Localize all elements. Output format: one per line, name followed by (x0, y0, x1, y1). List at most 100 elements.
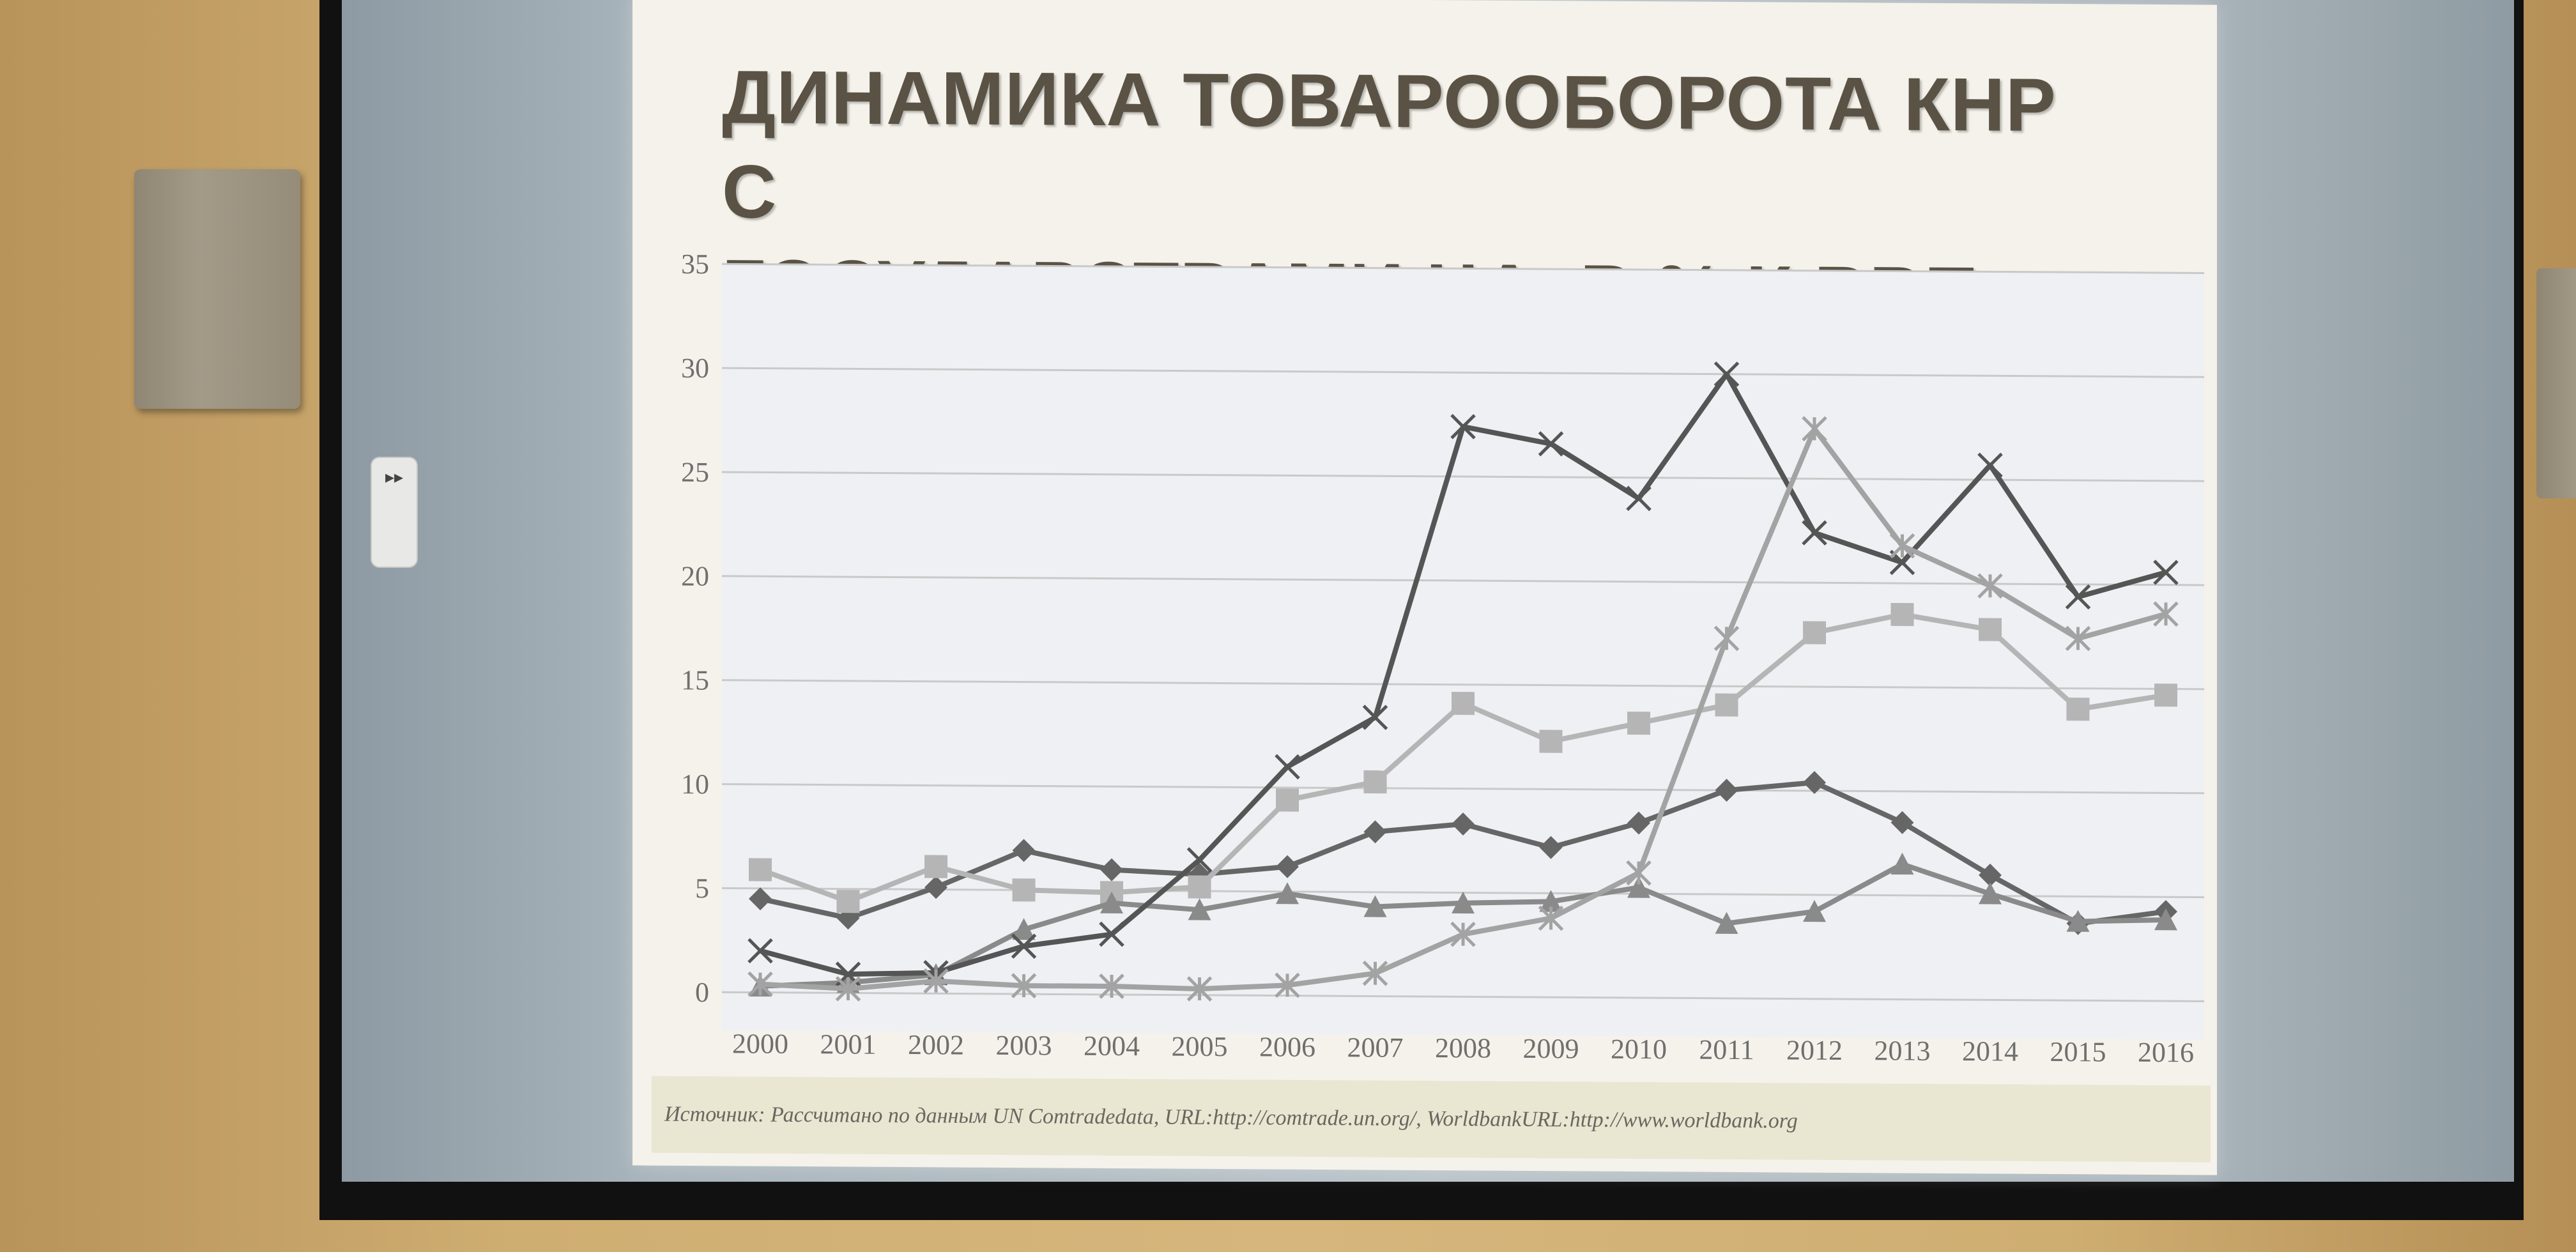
data-point-1-2011 (1715, 779, 1738, 802)
data-point-3-2007 (1363, 895, 1387, 917)
data-point-2-2014 (1979, 618, 2002, 641)
data-point-3-2011 (1715, 912, 1738, 934)
data-point-3-2012 (1803, 899, 1826, 922)
x-tick-label-2009: 2009 (1523, 1033, 1579, 1065)
data-point-4-2007 (1362, 705, 1388, 730)
data-point-3-2009 (1539, 890, 1563, 912)
gridline-10 (722, 783, 2204, 795)
x-tick-label-2013: 2013 (1874, 1035, 1931, 1067)
data-point-4-2015 (2065, 584, 2091, 610)
data-point-2-2010 (1627, 711, 1650, 735)
x-axis-ticks: 2000 2001 2002 2003 2004 2005 2006 2007 2008 2009… (732, 1028, 2194, 1068)
y-tick-label-25: 25 (681, 457, 709, 488)
y-tick-label-5: 5 (695, 873, 709, 904)
data-point-1-2003 (1012, 839, 1036, 862)
data-point-4-2006 (1275, 754, 1300, 780)
x-tick-label-2015: 2015 (2050, 1036, 2106, 1068)
data-point-5-2007 (1362, 960, 1388, 986)
data-point-1-2006 (1276, 855, 1299, 878)
fast-forward-icon: ▸▸ (385, 467, 404, 487)
data-point-2-2000 (749, 858, 772, 882)
data-point-4-2005 (1186, 847, 1213, 873)
x-tick-label-2014: 2014 (1962, 1035, 2018, 1067)
x-tick-label-2004: 2004 (1084, 1030, 1140, 1062)
data-point-3-2008 (1452, 891, 1475, 914)
data-point-5-2016 (2153, 601, 2179, 627)
x-tick-label-2008: 2008 (1435, 1032, 1491, 1064)
y-tick-label-15: 15 (681, 664, 709, 696)
series-5 (747, 416, 2179, 1002)
data-point-5-2000 (747, 971, 773, 997)
gridline-15 (722, 679, 2204, 691)
data-point-5-2008 (1450, 921, 1476, 947)
data-point-3-2005 (1188, 898, 1211, 920)
data-point-4-2000 (747, 938, 773, 964)
data-point-3-2016 (2154, 908, 2177, 931)
gridline-25 (722, 471, 2204, 482)
data-point-5-2004 (1099, 973, 1124, 999)
data-point-5-2009 (1538, 905, 1564, 931)
data-point-2-2006 (1276, 788, 1299, 812)
data-point-5-2010 (1626, 860, 1652, 886)
series-lines (747, 361, 2179, 1002)
y-tick-label-30: 30 (681, 353, 709, 384)
gridline-30 (722, 367, 2204, 378)
data-point-2-2007 (1363, 770, 1387, 794)
y-tick-label-35: 35 (681, 248, 709, 280)
x-tick-label-2012: 2012 (1786, 1034, 1843, 1066)
data-point-5-2006 (1275, 972, 1300, 998)
data-point-2-2016 (2154, 683, 2177, 707)
grid-lines (722, 263, 2204, 1002)
data-point-3-2013 (1890, 852, 1914, 875)
data-point-5-2011 (1713, 625, 1740, 652)
gridline-35 (722, 263, 2204, 274)
data-point-1-2002 (924, 876, 947, 899)
data-point-3-2015 (2066, 910, 2090, 932)
data-point-4-2011 (1713, 361, 1740, 387)
data-point-5-2014 (1977, 573, 2003, 599)
data-point-5-2003 (1011, 973, 1037, 999)
x-tick-label-2001: 2001 (820, 1028, 877, 1060)
x-tick-label-2006: 2006 (1259, 1031, 1315, 1063)
data-point-1-2012 (1803, 770, 1826, 794)
data-point-5-2015 (2065, 625, 2091, 652)
series-2 (749, 602, 2177, 913)
presentation-slide: ДИНАМИКА ТОВАРООБОРОТА КНР С ГОСУДАРСТВА… (632, 0, 2217, 1175)
x-tick-label-2007: 2007 (1347, 1032, 1404, 1064)
data-point-5-2001 (835, 976, 861, 1002)
data-point-3-2014 (1979, 882, 2002, 905)
data-point-5-2002 (923, 968, 949, 994)
x-tick-label-2010: 2010 (1611, 1034, 1667, 1065)
x-tick-label-2003: 2003 (996, 1030, 1052, 1062)
gridline-20 (722, 575, 2204, 586)
data-point-3-2010 (1627, 876, 1650, 898)
data-point-4-2012 (1802, 520, 1827, 546)
y-tick-label-20: 20 (681, 560, 709, 592)
y-tick-label-10: 10 (681, 768, 709, 800)
data-point-1-2013 (1890, 811, 1914, 834)
y-axis-ticks: 0 5 10 15 20 25 30 35 (681, 248, 709, 1008)
slide-title-line-1: ДИНАМИКА ТОВАРООБОРОТА КНР С (722, 55, 2057, 234)
data-point-4-2003 (1011, 933, 1037, 959)
data-point-2-2005 (1188, 875, 1211, 899)
gridline-0 (722, 991, 2204, 1002)
remote-control[interactable]: ▸▸ (371, 457, 418, 568)
data-point-4-2009 (1538, 431, 1564, 457)
data-point-5-2005 (1186, 976, 1213, 1002)
x-tick-label-2000: 2000 (732, 1028, 788, 1060)
data-point-2-2001 (836, 890, 860, 913)
source-note: Источник: Рассчитано по данным UN Comtra… (652, 1076, 2211, 1163)
data-point-4-2016 (2153, 560, 2179, 585)
data-point-2-2012 (1803, 621, 1826, 645)
data-point-1-2014 (1979, 863, 2002, 887)
y-tick-label-0: 0 (695, 977, 709, 1008)
x-tick-label-2005: 2005 (1172, 1031, 1228, 1063)
data-point-1-2004 (1100, 858, 1123, 882)
data-point-3-2004 (1100, 891, 1123, 914)
data-point-2-2013 (1890, 602, 1914, 627)
data-point-1-2000 (749, 887, 772, 911)
data-point-1-2008 (1452, 813, 1475, 836)
data-point-1-2010 (1627, 811, 1650, 835)
wall-speaker (134, 169, 300, 409)
